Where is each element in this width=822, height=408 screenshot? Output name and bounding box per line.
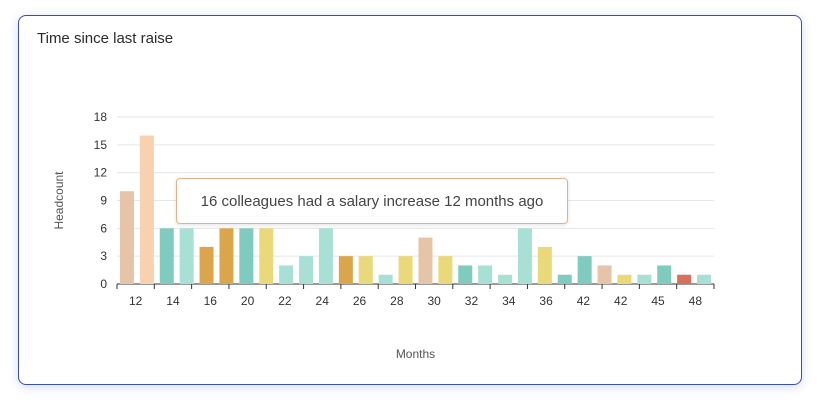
chart-bar[interactable] (119, 191, 134, 284)
x-tick-label: 16 (204, 294, 218, 308)
chart-bar[interactable] (438, 256, 453, 284)
x-tick-label: 12 (129, 294, 143, 308)
x-tick-label: 45 (651, 294, 665, 308)
x-axis-title: Months (396, 347, 435, 361)
y-tick-label: 9 (100, 194, 107, 208)
y-tick-label: 12 (94, 166, 108, 180)
y-tick-label: 0 (100, 277, 107, 291)
chart-bar[interactable] (179, 228, 194, 284)
chart-bar[interactable] (279, 265, 294, 284)
chart-bar[interactable] (577, 256, 592, 284)
chart-bar[interactable] (597, 265, 612, 284)
y-tick-label: 15 (94, 138, 108, 152)
chart-bar[interactable] (358, 256, 373, 284)
chart-bar[interactable] (139, 135, 154, 284)
chart-bar[interactable] (418, 237, 433, 284)
card-title: Time since last raise (37, 30, 174, 47)
chart-bar[interactable] (677, 274, 692, 284)
chart-bar[interactable] (617, 274, 632, 284)
chart-bar[interactable] (537, 246, 552, 284)
chart-bar[interactable] (517, 228, 532, 284)
x-tick-label: 36 (539, 294, 553, 308)
x-tick-label: 26 (353, 294, 367, 308)
chart-bar[interactable] (378, 274, 393, 284)
x-tick-label: 48 (689, 294, 703, 308)
chart-bar[interactable] (338, 256, 353, 284)
chart-bar[interactable] (239, 228, 254, 284)
x-tick-label: 32 (465, 294, 479, 308)
y-tick-label: 3 (100, 249, 107, 263)
chart-bar[interactable] (458, 265, 473, 284)
chart-bar[interactable] (478, 265, 493, 284)
y-tick-label: 18 (94, 110, 108, 124)
chart-bar[interactable] (657, 265, 672, 284)
x-tick-label: 28 (390, 294, 404, 308)
x-tick-label: 14 (166, 294, 180, 308)
x-tick-label: 20 (241, 294, 255, 308)
chart-bar[interactable] (299, 256, 314, 284)
y-axis-title: Headcount (52, 171, 66, 230)
chart-bar[interactable] (219, 228, 234, 284)
x-tick-label: 22 (278, 294, 292, 308)
chart-card: Time since last raise 0 3 6 9 12 15 18 12 14 16 20… (18, 15, 802, 385)
x-tick-label: 42 (577, 294, 591, 308)
x-tick-label: 30 (427, 294, 441, 308)
chart-bar[interactable] (637, 274, 652, 284)
x-tick-label: 34 (502, 294, 516, 308)
chart-bar[interactable] (199, 246, 214, 284)
chart-bar[interactable] (259, 228, 274, 284)
chart-bar[interactable] (498, 274, 513, 284)
chart-bar[interactable] (398, 256, 413, 284)
x-tick-label: 42 (614, 294, 628, 308)
chart-bar[interactable] (159, 228, 174, 284)
x-tick-label: 24 (316, 294, 330, 308)
y-tick-label: 6 (100, 221, 107, 235)
chart-bar[interactable] (697, 274, 712, 284)
chart-bar[interactable] (318, 228, 333, 284)
chart-tooltip: 16 colleagues had a salary increase 12 m… (176, 178, 568, 224)
chart-bar[interactable] (557, 274, 572, 284)
